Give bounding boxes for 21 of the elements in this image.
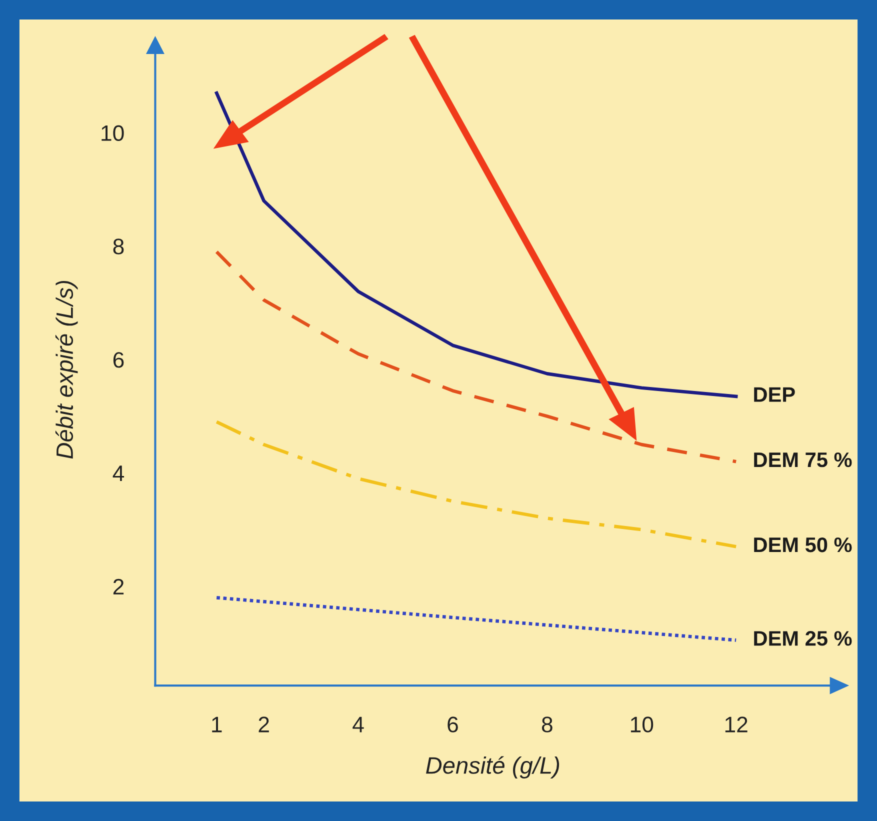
x-tick-label: 10 <box>630 716 654 732</box>
y-tick-label: 10 <box>102 125 124 142</box>
y-tick-label: 4 <box>112 466 124 481</box>
y-tick-label: 8 <box>113 238 124 254</box>
x-tick-label: 4 <box>352 716 364 732</box>
x-tick-label: 6 <box>448 716 458 732</box>
line-series <box>214 250 738 464</box>
y-tick-label: 6 <box>113 352 124 368</box>
y-axis-title: Débit expiré (L/s) <box>55 280 78 459</box>
line-series <box>214 420 738 548</box>
x-tick-label: 1 <box>212 716 222 732</box>
series-label: DEM 75 % <box>754 452 852 468</box>
y-tick-label: 2 <box>113 578 124 594</box>
series-label: DEP <box>754 387 795 402</box>
x-tick-label: 8 <box>542 716 552 732</box>
x-tick-label: 2 <box>258 716 269 732</box>
x-axis-title: Densité (g/L) <box>426 756 560 779</box>
series-label: DEM 50 % <box>754 537 852 552</box>
x-tick-label: 12 <box>725 716 748 732</box>
series-label: DEM 25 % <box>754 631 852 646</box>
line-series <box>214 91 738 398</box>
